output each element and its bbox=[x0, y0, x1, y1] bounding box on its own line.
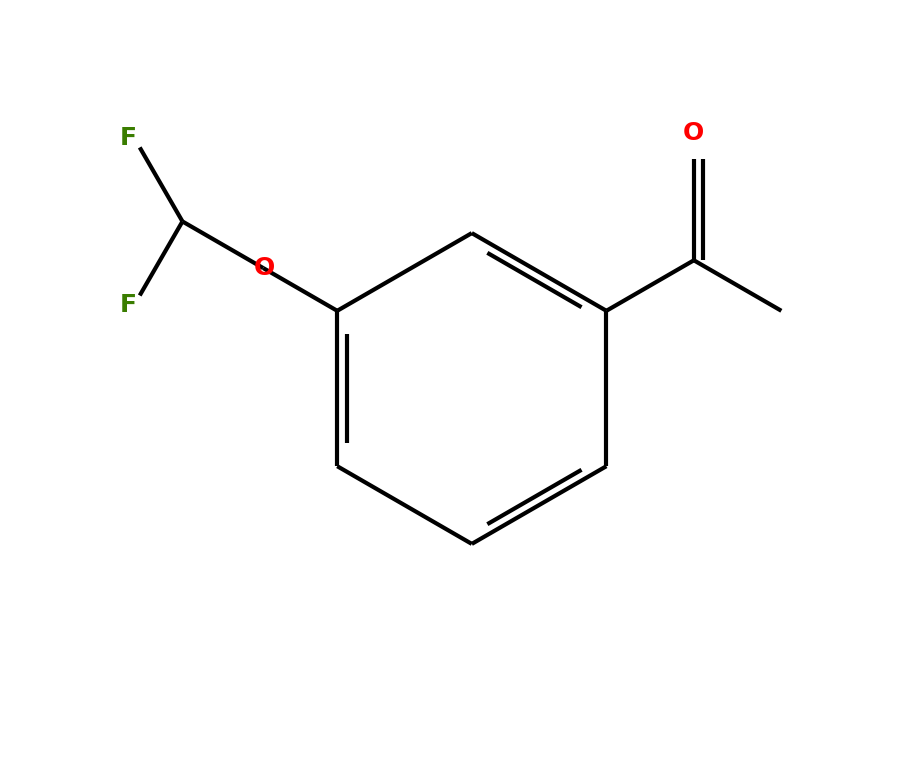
Text: O: O bbox=[684, 121, 704, 145]
Text: O: O bbox=[253, 256, 274, 280]
Text: F: F bbox=[119, 293, 136, 317]
Text: F: F bbox=[119, 126, 136, 150]
